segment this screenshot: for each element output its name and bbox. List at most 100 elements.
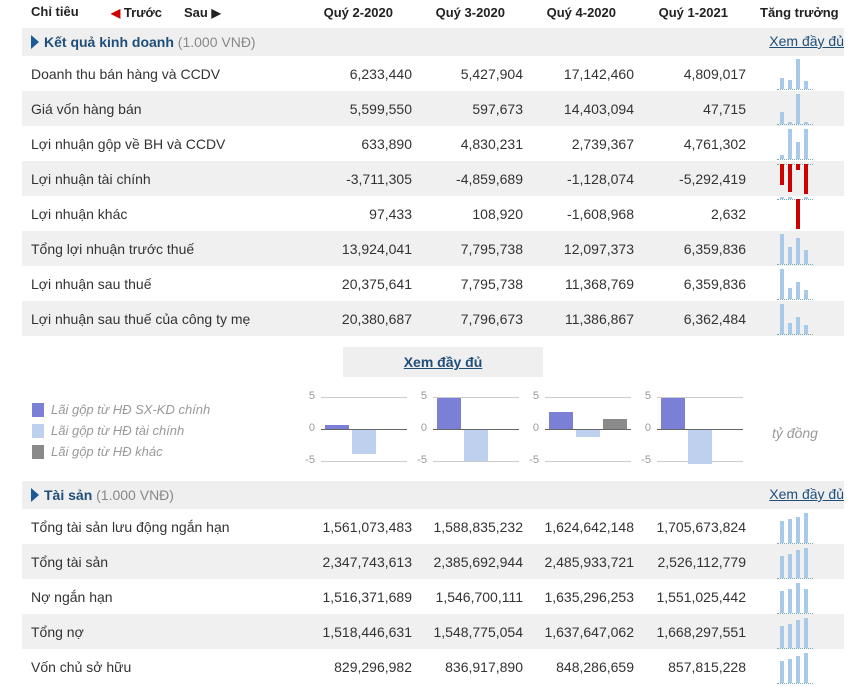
row-label: Lợi nhuận sau thuế: [31, 276, 152, 292]
sparkline-bar: [796, 619, 800, 648]
quarter-header: Quý 2-2020: [323, 5, 393, 20]
cell-value: 1,637,647,062: [544, 624, 634, 640]
sparkline-bar: [788, 554, 792, 578]
zero-axis: [433, 429, 519, 430]
sparkline-bar: [796, 517, 800, 543]
table-row: Tổng tài sản 2,347,743,613 2,385,692,944 2,…: [22, 544, 844, 579]
growth-sparkline: [777, 649, 817, 684]
sparkline-bar: [796, 199, 800, 229]
table-row: Tổng lợi nhuận trước thuế 13,924,041 7,795…: [22, 231, 844, 266]
cell-value: 633,890: [361, 136, 412, 152]
table-row: Vốn chủ sở hữu 829,296,982 836,917,890 848,…: [22, 649, 844, 684]
view-full-center-button[interactable]: Xem đầy đủ: [343, 347, 543, 377]
view-full-link[interactable]: Xem đầy đủ: [769, 486, 844, 502]
cell-value: 1,561,073,483: [322, 519, 412, 535]
cell-value: 20,380,687: [341, 311, 412, 327]
cell-value: -3,711,305: [346, 171, 412, 187]
row-label: Nợ ngắn hạn: [31, 589, 113, 605]
cell-value: 11,386,867: [564, 311, 634, 327]
row-label: Doanh thu bán hàng và CCDV: [31, 66, 221, 82]
view-full-center-label: Xem đầy đủ: [403, 354, 483, 370]
cell-value: 1,516,371,689: [322, 589, 412, 605]
sparkline-bar: [780, 164, 784, 186]
sparkline-bar: [788, 287, 792, 299]
legend-swatch: [32, 403, 44, 417]
sparkline-bar: [780, 197, 784, 199]
sparkline-baseline: [777, 89, 813, 90]
gridline: [433, 461, 519, 462]
cell-value: 1,668,297,551: [656, 624, 746, 640]
cell-value: 1,635,296,253: [544, 589, 634, 605]
cell-value: 14,403,094: [563, 101, 634, 117]
y-tick-label: 0: [420, 422, 427, 434]
table-row: Lợi nhuận sau thuế 20,375,641 7,795,738 11,…: [22, 266, 844, 301]
next-button[interactable]: Sau ▶: [184, 5, 221, 20]
y-tick-label: 0: [308, 422, 315, 434]
sparkline-baseline: [777, 264, 813, 265]
gridline: [657, 397, 743, 398]
growth-sparkline: [777, 231, 817, 266]
prev-button[interactable]: ◀ Trước: [111, 5, 162, 20]
sparkline-bar: [780, 234, 784, 264]
table-row: Lợi nhuận sau thuế của công ty mẹ 20,380,…: [22, 301, 844, 336]
sparkline-bar: [804, 618, 808, 648]
cell-value: -5,292,419: [679, 171, 746, 187]
sparkline-baseline: [777, 543, 813, 544]
cell-value: 11,368,769: [564, 276, 634, 292]
chart-bar: [352, 430, 376, 454]
cell-value: 108,920: [472, 206, 523, 222]
sparkline-baseline: [777, 578, 813, 579]
y-tick-label: -5: [305, 454, 315, 466]
sparkline-bar: [780, 304, 784, 334]
sparkline-bar: [788, 79, 792, 89]
chart-bar: [603, 418, 627, 429]
gridline: [545, 397, 631, 398]
sparkline-bar: [788, 122, 792, 124]
zero-axis: [657, 429, 743, 430]
legend-swatch: [32, 424, 44, 438]
row-label: Giá vốn hàng bán: [31, 101, 142, 117]
section-header-kqkd: Kết quả kinh doanh (1.000 VNĐ) Xem đầy đ…: [22, 28, 844, 56]
view-full-link[interactable]: Xem đầy đủ: [769, 33, 844, 49]
section-unit: (1.000 VNĐ): [96, 487, 174, 503]
sparkline-bar: [804, 197, 808, 199]
row-label: Lợi nhuận sau thuế của công ty mẹ: [31, 311, 251, 327]
sparkline-bar: [788, 624, 792, 648]
sparkline-bar: [780, 521, 784, 543]
legend-swatch: [32, 445, 44, 459]
row-label: Tổng lợi nhuận trước thuế: [31, 241, 195, 257]
sparkline-baseline: [777, 164, 813, 165]
sparkline-bar: [796, 94, 800, 124]
cell-value: 47,715: [703, 101, 746, 117]
quarter-header: Quý 3-2020: [435, 5, 505, 20]
sparkline-bar: [796, 141, 800, 159]
sparkline-bar: [780, 661, 784, 683]
table-row: Giá vốn hàng bán 5,599,550 597,673 14,403,0…: [22, 91, 844, 126]
next-arrow-icon: ▶: [211, 6, 221, 20]
growth-header: Tăng trưởng: [760, 5, 839, 20]
sparkline-bar: [796, 655, 800, 683]
sparkline-baseline: [777, 648, 813, 649]
sparkline-bar: [780, 556, 784, 578]
sparkline-bar: [804, 164, 808, 194]
cell-value: 1,518,446,631: [322, 624, 412, 640]
sparkline-bar: [804, 588, 808, 613]
section-title-text: Tài sản: [44, 487, 93, 503]
cell-value: 6,359,836: [683, 241, 746, 257]
sparkline-baseline: [777, 159, 813, 160]
growth-sparkline: [777, 579, 817, 614]
sparkline-bar: [788, 247, 792, 264]
chart-bar: [464, 430, 488, 462]
y-tick-label: 5: [420, 390, 427, 402]
chart-bar: [549, 411, 573, 429]
cell-value: 7,795,738: [460, 241, 523, 257]
y-tick-label: 0: [644, 422, 651, 434]
sparkline-bar: [804, 653, 808, 683]
table-row: Doanh thu bán hàng và CCDV 6,233,440 5,427…: [22, 56, 844, 91]
sparkline-bar: [804, 548, 808, 578]
growth-sparkline: [777, 301, 817, 336]
growth-sparkline: [777, 614, 817, 649]
sparkline-bar: [788, 588, 792, 613]
growth-sparkline: [777, 56, 817, 91]
sparkline-bar: [804, 289, 808, 299]
